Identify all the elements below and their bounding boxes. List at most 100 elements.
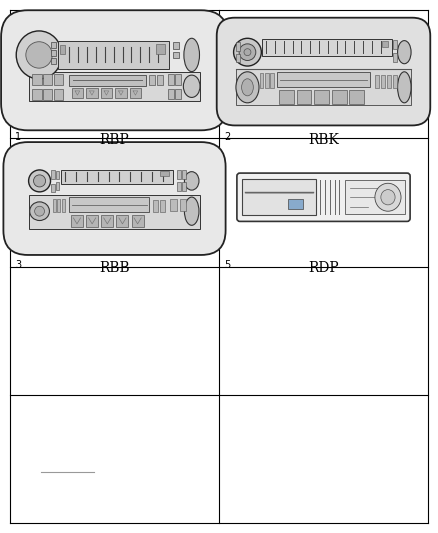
Bar (72, 88, 83, 98)
Bar (173, 42, 179, 49)
Bar (156, 44, 165, 53)
Bar (157, 75, 163, 85)
Bar (168, 88, 174, 99)
Bar (101, 88, 112, 98)
Bar (43, 88, 53, 100)
Bar (350, 90, 364, 104)
Bar (149, 75, 155, 85)
Bar (237, 69, 410, 106)
Bar (242, 179, 316, 215)
Ellipse shape (398, 41, 411, 64)
Bar (393, 53, 397, 62)
Bar (53, 88, 63, 100)
Bar (51, 42, 56, 49)
Ellipse shape (184, 75, 200, 98)
Bar (43, 74, 53, 85)
Ellipse shape (233, 38, 261, 66)
Bar (117, 215, 128, 228)
Bar (56, 182, 59, 190)
Bar (32, 74, 42, 85)
Bar (279, 90, 294, 104)
Bar (86, 215, 98, 228)
Bar (182, 170, 186, 179)
Bar (160, 171, 169, 176)
Bar (288, 199, 303, 209)
FancyBboxPatch shape (237, 173, 410, 221)
Bar (62, 199, 65, 212)
Bar (130, 88, 141, 98)
Bar (51, 170, 55, 179)
Bar (29, 71, 199, 101)
Text: RBB: RBB (99, 262, 130, 276)
Ellipse shape (184, 197, 199, 225)
Bar (177, 170, 181, 179)
FancyBboxPatch shape (217, 18, 430, 125)
Bar (236, 42, 240, 51)
Bar (71, 215, 83, 228)
Ellipse shape (26, 42, 52, 68)
Bar (69, 197, 149, 212)
Bar (53, 74, 63, 85)
Ellipse shape (28, 170, 50, 192)
Ellipse shape (398, 72, 411, 103)
Bar (153, 199, 158, 212)
Text: RBK: RBK (308, 133, 339, 147)
Bar (393, 39, 397, 49)
Bar (86, 88, 98, 98)
Bar (277, 72, 370, 87)
Ellipse shape (236, 72, 259, 103)
Ellipse shape (30, 202, 49, 221)
Ellipse shape (34, 175, 46, 187)
Text: 1: 1 (15, 132, 21, 142)
Bar (381, 75, 385, 88)
Bar (170, 199, 177, 211)
Bar (177, 182, 181, 191)
Bar (262, 38, 392, 56)
Bar (270, 74, 274, 88)
Text: 3: 3 (15, 261, 21, 271)
Ellipse shape (375, 183, 401, 211)
Bar (132, 215, 144, 228)
Bar (29, 195, 199, 229)
Ellipse shape (242, 79, 253, 96)
Bar (60, 45, 65, 53)
Bar (175, 88, 181, 99)
Bar (101, 215, 113, 228)
Bar (168, 74, 174, 85)
Bar (260, 74, 263, 88)
Bar (57, 199, 60, 212)
Bar (51, 50, 56, 56)
Bar (236, 54, 240, 62)
Ellipse shape (184, 172, 199, 190)
FancyBboxPatch shape (4, 142, 226, 255)
Bar (115, 88, 127, 98)
FancyBboxPatch shape (1, 10, 228, 130)
Bar (173, 52, 179, 58)
Ellipse shape (35, 206, 45, 216)
Bar (180, 199, 186, 211)
Ellipse shape (16, 31, 62, 79)
Text: RDP: RDP (308, 262, 339, 276)
Bar (58, 41, 169, 69)
Bar (345, 180, 405, 214)
Ellipse shape (244, 49, 251, 55)
Bar (182, 182, 186, 191)
Bar (375, 75, 379, 88)
Bar (175, 74, 181, 85)
Bar (159, 199, 165, 212)
Bar (61, 169, 173, 183)
Ellipse shape (184, 38, 199, 71)
Ellipse shape (381, 190, 395, 205)
Ellipse shape (239, 44, 256, 60)
Bar (51, 184, 55, 192)
Text: 5: 5 (224, 261, 230, 271)
Bar (332, 90, 346, 104)
Bar (265, 74, 269, 88)
Bar (297, 90, 311, 104)
Bar (381, 41, 388, 47)
Bar (56, 171, 59, 179)
Bar (51, 58, 56, 64)
Bar (314, 90, 329, 104)
Bar (69, 75, 146, 86)
Bar (392, 75, 397, 88)
